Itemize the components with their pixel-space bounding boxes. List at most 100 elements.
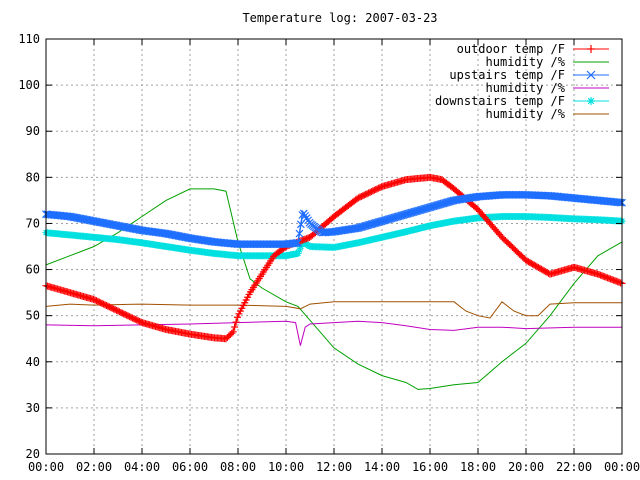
data-point <box>380 216 389 225</box>
x-tick-label: 10:00 <box>268 460 304 474</box>
data-point <box>423 204 432 212</box>
data-point <box>406 209 415 217</box>
data-point <box>616 198 625 207</box>
chart-title: Temperature log: 2007-03-23 <box>242 11 437 25</box>
data-point <box>299 209 308 218</box>
data-point <box>409 208 418 217</box>
y-tick-label: 70 <box>26 216 40 230</box>
data-point <box>436 200 445 209</box>
data-point <box>364 221 373 229</box>
data-point <box>373 218 382 227</box>
series-line <box>45 301 622 319</box>
data-point <box>360 222 369 231</box>
x-tick-label: 04:00 <box>124 460 160 474</box>
data-point <box>410 207 419 216</box>
data-point <box>396 211 405 220</box>
data-point <box>376 217 385 226</box>
x-tick-label: 22:00 <box>556 460 592 474</box>
data-point <box>292 239 301 247</box>
data-point <box>367 220 376 229</box>
data-point <box>407 208 416 217</box>
y-axis-ticks: 20 30 40 50 60 70 80 90 100 110 <box>18 32 622 461</box>
legend-label: upstairs temp /F <box>449 68 565 82</box>
y-tick-label: 30 <box>26 401 40 415</box>
data-point <box>387 214 396 223</box>
data-point <box>425 203 433 212</box>
data-point <box>400 210 409 219</box>
legend-label: humidity /% <box>486 81 566 95</box>
data-point <box>231 323 239 331</box>
data-point <box>397 211 406 220</box>
y-tick-label: 110 <box>18 32 40 46</box>
data-point <box>415 206 423 215</box>
data-point <box>377 217 386 226</box>
data-point <box>416 206 425 214</box>
x-tick-label: 00:00 <box>604 460 640 474</box>
data-point <box>445 197 454 206</box>
data-point <box>370 219 379 228</box>
data-point <box>412 207 421 216</box>
data-point <box>435 200 444 209</box>
data-point <box>430 201 439 210</box>
legend-label: outdoor temp /F <box>457 42 565 56</box>
data-point <box>374 218 383 227</box>
data-point <box>429 202 438 211</box>
data-point <box>417 205 426 214</box>
data-point <box>366 220 374 229</box>
data-point <box>234 313 242 321</box>
data-point <box>615 198 624 207</box>
y-tick-label: 80 <box>26 170 40 184</box>
data-point <box>355 223 364 232</box>
series-layer <box>42 173 626 390</box>
data-point <box>413 206 422 215</box>
series-4 <box>42 213 626 260</box>
series-1 <box>45 188 623 390</box>
x-tick-label: 00:00 <box>28 460 64 474</box>
x-tick-label: 06:00 <box>172 460 208 474</box>
data-point <box>399 211 408 219</box>
data-point <box>294 249 302 257</box>
data-point <box>432 201 441 210</box>
data-point <box>439 199 448 208</box>
data-point <box>301 211 310 220</box>
legend-marker <box>587 45 595 53</box>
x-tick-label: 16:00 <box>412 460 448 474</box>
y-tick-label: 100 <box>18 78 40 92</box>
data-point <box>363 221 372 230</box>
y-tick-label: 20 <box>26 447 40 461</box>
legend-label: humidity /% <box>486 55 566 69</box>
data-point <box>402 210 410 219</box>
data-point <box>295 246 303 254</box>
data-point <box>379 216 387 225</box>
data-point <box>433 201 442 210</box>
legend-label: downstairs temp /F <box>435 94 565 108</box>
data-point <box>229 328 237 336</box>
x-axis-ticks: 00:00 02:00 04:00 06:00 08:00 10:00 12:00 14:00… <box>28 39 640 474</box>
data-point <box>443 198 452 207</box>
data-point <box>427 202 436 211</box>
data-point <box>403 209 412 218</box>
series-3 <box>45 320 622 346</box>
data-point <box>384 215 393 224</box>
x-tick-label: 14:00 <box>364 460 400 474</box>
x-tick-label: 20:00 <box>508 460 544 474</box>
y-tick-label: 50 <box>26 309 40 323</box>
data-point <box>358 222 367 231</box>
data-point <box>228 329 236 337</box>
x-tick-label: 02:00 <box>76 460 112 474</box>
data-point <box>438 199 446 208</box>
y-tick-label: 40 <box>26 355 40 369</box>
data-point <box>391 213 400 222</box>
data-point <box>420 204 429 213</box>
data-point <box>302 214 311 222</box>
data-point <box>442 198 451 207</box>
data-point <box>361 221 370 230</box>
legend-marker <box>586 70 596 80</box>
data-point <box>422 204 431 213</box>
data-point <box>354 223 363 232</box>
data-point <box>371 219 380 227</box>
data-point <box>295 229 304 238</box>
x-tick-label: 12:00 <box>316 460 352 474</box>
series-line <box>45 320 622 346</box>
